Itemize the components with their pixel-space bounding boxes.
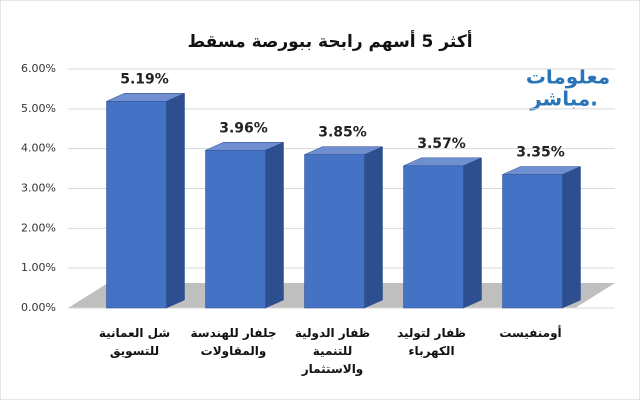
- bar-front: [106, 101, 167, 309]
- bar-side: [265, 141, 284, 309]
- y-tick-label: 6.00%: [21, 62, 56, 75]
- bar-front: [403, 165, 464, 309]
- y-tick-label: 4.00%: [21, 142, 56, 155]
- x-tick-label: شل العمانية للتسويق: [99, 326, 170, 359]
- y-tick-label: 2.00%: [21, 221, 56, 234]
- y-tick-label: 1.00%: [21, 261, 56, 274]
- value-label: 3.96%: [219, 120, 268, 136]
- bar-side: [562, 166, 581, 309]
- x-tick-label: أومنفيست: [499, 325, 561, 341]
- bar-front: [205, 150, 266, 309]
- x-tick-label: ظفار لتوليد الكهرباء: [397, 326, 466, 358]
- y-tick-label: 5.00%: [21, 102, 56, 115]
- bar-front: [304, 154, 365, 309]
- bar-front: [502, 174, 563, 309]
- logo-bottom: مباشر.: [529, 87, 598, 111]
- bar: [502, 166, 581, 309]
- value-label: 3.57%: [417, 136, 466, 152]
- value-label: 3.35%: [516, 145, 565, 161]
- bar-side: [463, 157, 482, 309]
- x-tick-label: ظفار الدولية للتنمية والاستثمار: [295, 326, 370, 377]
- y-tick-label: 0.00%: [21, 301, 56, 314]
- bar-side: [166, 92, 185, 309]
- bar: [304, 146, 383, 309]
- logo-top: معلومات: [526, 65, 610, 89]
- x-tick-label: جلفار للهندسة والمقاولات: [190, 326, 276, 359]
- bar: [205, 141, 284, 309]
- bar-side: [364, 146, 383, 309]
- value-label: 3.85%: [318, 125, 367, 141]
- bar: [403, 157, 482, 309]
- chart-title: أكثر 5 أسهم رابحة ببورصة مسقط: [187, 30, 472, 52]
- value-label: 5.19%: [120, 71, 169, 87]
- y-tick-label: 3.00%: [21, 182, 56, 195]
- bar: [106, 92, 185, 309]
